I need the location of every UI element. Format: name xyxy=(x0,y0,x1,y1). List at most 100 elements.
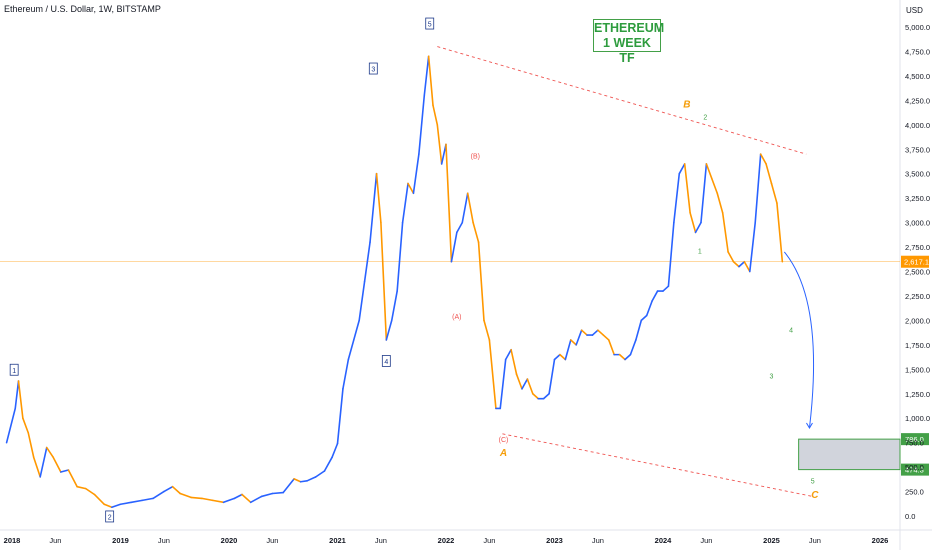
price-segment xyxy=(233,493,243,500)
price-segment xyxy=(211,499,225,504)
wave-box xyxy=(425,17,435,30)
price-label-bg xyxy=(901,255,929,268)
wave-box xyxy=(368,62,378,75)
price-segment xyxy=(32,456,42,478)
price-segment xyxy=(5,407,17,444)
price-segment xyxy=(618,353,626,361)
wave-box xyxy=(9,363,19,376)
wave-box xyxy=(381,355,391,367)
price-segment xyxy=(380,221,388,341)
price-segment xyxy=(363,241,371,283)
price-segment xyxy=(336,388,344,445)
price-segment xyxy=(385,319,393,341)
wave-label: 2 xyxy=(108,514,112,521)
projection-arrow xyxy=(783,251,815,429)
price-segment xyxy=(375,172,382,224)
price-segment xyxy=(694,221,702,234)
price-segment xyxy=(299,479,308,483)
target-bottom-label-bg xyxy=(901,463,929,476)
price-segment xyxy=(678,163,686,175)
x-tick-label: 2022 xyxy=(438,536,455,545)
wave-label: 4 xyxy=(789,328,793,335)
price-segment xyxy=(445,143,453,263)
x-tick-label: Jun xyxy=(266,536,278,545)
price-segment xyxy=(705,163,713,180)
price-segment xyxy=(673,172,681,224)
y-tick-label: 1,000.0 xyxy=(905,414,930,423)
price-segment xyxy=(67,469,78,488)
trendlines xyxy=(437,46,813,497)
price-label: 2,617.1 xyxy=(904,258,929,267)
wave-label: A xyxy=(499,448,507,459)
price-segment xyxy=(369,172,378,243)
price-segment xyxy=(651,290,659,302)
y-tick-label: 3,750.0 xyxy=(905,145,930,154)
y-tick-label: 5,000.0 xyxy=(905,23,930,32)
price-segment xyxy=(721,212,729,253)
price-segment xyxy=(521,378,529,390)
price-segment xyxy=(323,456,333,472)
x-tick-label: Jun xyxy=(49,536,61,545)
price-segment xyxy=(152,490,165,500)
annotation-line-1: ETHEREUM xyxy=(594,21,665,35)
x-tick-label: 2021 xyxy=(329,536,346,545)
price-segment xyxy=(130,499,143,504)
y-tick-label: 3,500.0 xyxy=(905,170,930,179)
price-segment xyxy=(499,358,507,410)
price-segment xyxy=(249,495,263,504)
wave-label: B xyxy=(683,100,690,111)
y-tick-label: 1,750.0 xyxy=(905,341,930,350)
price-segment xyxy=(624,353,632,361)
wave-label: 1 xyxy=(698,248,702,255)
price-segment xyxy=(314,470,326,478)
y-tick-label: 3,000.0 xyxy=(905,219,930,228)
wave-label: (C) xyxy=(499,437,509,444)
y-tick-label: 3,250.0 xyxy=(905,194,930,203)
price-segment xyxy=(201,497,214,502)
price-segment xyxy=(667,221,675,287)
price-segment xyxy=(190,496,203,500)
price-segment xyxy=(597,329,605,336)
price-segment xyxy=(515,373,523,390)
price-segment xyxy=(450,231,458,263)
price-segment xyxy=(483,319,491,341)
price-segment xyxy=(759,153,767,165)
price-segment xyxy=(548,358,556,395)
y-tick-label: 750.0 xyxy=(905,439,924,448)
price-segment xyxy=(683,163,691,214)
price-segment xyxy=(93,493,106,506)
price-segment xyxy=(732,260,740,268)
wave-label: 4 xyxy=(384,359,388,366)
price-segment xyxy=(342,358,350,390)
price-segment xyxy=(569,339,578,346)
trendline xyxy=(502,433,813,497)
price-segment xyxy=(358,280,366,322)
price-segment xyxy=(461,192,469,224)
price-segment xyxy=(396,221,404,292)
price-segment xyxy=(553,353,561,361)
y-tick-label: 4,750.0 xyxy=(905,47,930,56)
target-top-label-bg xyxy=(901,433,929,446)
y-tick-label: 4,500.0 xyxy=(905,72,930,81)
price-series xyxy=(5,55,784,508)
x-tick-label: 2026 xyxy=(872,536,889,545)
price-segment xyxy=(440,143,447,165)
wave-label: 5 xyxy=(811,478,815,485)
price-segment xyxy=(163,485,174,493)
price-segment xyxy=(171,485,181,495)
price-segment xyxy=(432,104,439,126)
price-segment xyxy=(293,478,302,483)
wave-label: 1 xyxy=(12,368,16,375)
y-tick-label: 2,250.0 xyxy=(905,292,930,301)
price-segment xyxy=(390,290,398,322)
y-tick-label: 500.0 xyxy=(905,463,924,472)
price-segment xyxy=(716,192,724,214)
price-segment xyxy=(559,353,567,361)
price-segment xyxy=(635,319,643,341)
price-segment xyxy=(401,182,409,224)
x-tick-label: Jun xyxy=(809,536,821,545)
price-segment xyxy=(141,497,154,502)
price-segment xyxy=(111,503,122,508)
